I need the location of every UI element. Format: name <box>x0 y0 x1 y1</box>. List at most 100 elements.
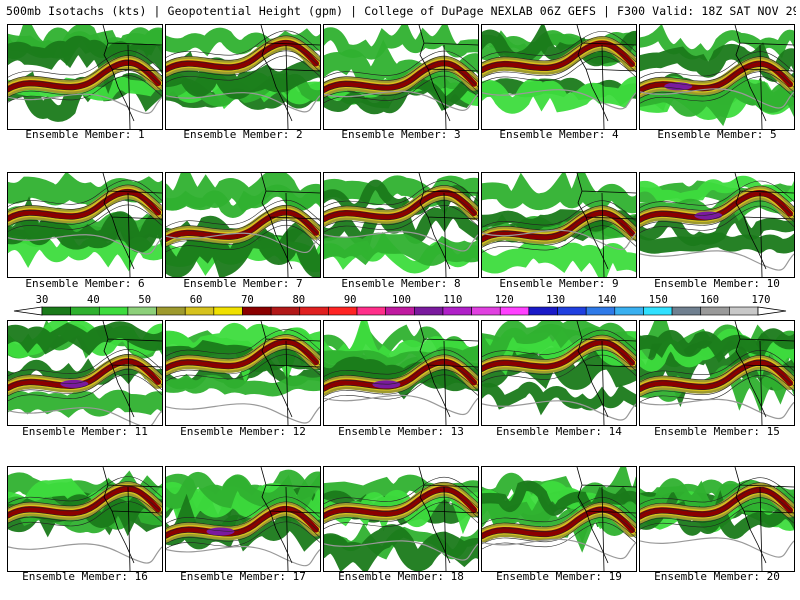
jet-stream-map <box>640 467 794 571</box>
jet-core <box>166 505 319 539</box>
geopotential-contour <box>324 90 478 111</box>
colorbar-tick-label: 100 <box>392 294 411 306</box>
height-contour <box>324 205 478 233</box>
colorbar-swatch <box>385 306 415 316</box>
jet-stream-map <box>640 173 794 277</box>
height-contour <box>640 200 794 228</box>
colorbar-tick-label: 80 <box>292 294 306 306</box>
wind-swath <box>482 321 636 363</box>
height-contour <box>8 496 162 524</box>
height-contour <box>166 204 320 233</box>
height-contour <box>166 329 320 357</box>
jet-stream-map <box>166 467 320 571</box>
colorbar-swatch <box>270 306 301 316</box>
wind-swath <box>166 184 320 218</box>
height-contour <box>324 60 478 88</box>
height-contour <box>640 180 794 208</box>
coastline-borders <box>102 25 162 129</box>
wind-swath <box>482 76 636 114</box>
colorbar-swatch <box>242 306 272 316</box>
jet-stream-map <box>324 173 478 277</box>
geopotential-contour <box>166 232 320 253</box>
height-contour <box>482 41 636 69</box>
wind-swath <box>324 232 478 266</box>
colorbar-swatch <box>671 306 702 316</box>
jet-core <box>640 190 793 223</box>
colorbar-swatch <box>299 306 329 316</box>
ensemble-member-map <box>7 24 163 130</box>
geopotential-contour <box>482 229 636 250</box>
wind-swath <box>166 228 320 277</box>
height-contour <box>8 179 162 207</box>
height-contour <box>640 355 794 383</box>
height-contour <box>8 364 162 392</box>
height-contour <box>324 481 478 510</box>
ensemble-member-map <box>165 466 321 572</box>
ensemble-member-label: Ensemble Member: 14 <box>496 425 622 438</box>
height-contour <box>166 55 320 83</box>
colorbar-tick-label: 150 <box>648 294 668 306</box>
jet-core <box>166 39 319 73</box>
height-contour <box>640 190 794 218</box>
geopotential-contour <box>640 88 794 109</box>
height-contour <box>482 517 636 545</box>
height-contour <box>8 189 162 217</box>
height-contour <box>482 497 636 525</box>
ensemble-member-map <box>165 172 321 278</box>
colorbar-left-arrow <box>13 306 43 316</box>
geopotential-contour <box>324 540 478 561</box>
geopotential-contour <box>166 545 320 567</box>
height-contour <box>482 339 636 367</box>
colorbar-tick-label: 30 <box>35 294 49 306</box>
coastline-borders <box>418 173 478 277</box>
wind-swath <box>8 35 162 94</box>
jet-stream-map <box>482 173 636 277</box>
jet-stream-map <box>482 321 636 425</box>
wind-swath <box>8 389 162 418</box>
height-contour <box>640 76 794 104</box>
height-contour <box>640 71 794 99</box>
height-contour <box>324 50 478 78</box>
jet-stream-map <box>482 25 636 129</box>
colorbar-tick-label: 140 <box>597 294 617 306</box>
jet-core <box>324 486 477 519</box>
height-contour <box>324 349 478 377</box>
ensemble-member-map <box>481 466 637 572</box>
height-contour <box>640 185 794 213</box>
height-contour <box>482 349 636 377</box>
colorbar-right-arrow <box>757 306 787 316</box>
height-contour <box>166 35 320 63</box>
jet-stream-map <box>324 25 478 129</box>
colorbar-swatch <box>156 306 186 316</box>
height-contour <box>324 496 478 525</box>
wind-swath <box>166 482 320 542</box>
jet-core <box>166 338 319 372</box>
height-contour <box>166 40 320 68</box>
jet-core <box>324 189 477 223</box>
geopotential-contour <box>482 400 636 421</box>
jet-stream-map <box>166 25 320 129</box>
height-contour <box>8 55 162 83</box>
jet-stream-map <box>324 321 478 425</box>
jet-stream-map <box>8 173 162 277</box>
height-contour <box>482 502 636 530</box>
ensemble-member-map <box>323 320 479 426</box>
jet-stream-map <box>324 467 478 571</box>
colorbar-tick-label: 60 <box>189 294 203 306</box>
ensemble-member-label: Ensemble Member: 16 <box>22 570 148 583</box>
height-contour <box>166 209 320 238</box>
height-contour <box>482 46 636 74</box>
height-contour <box>640 502 794 530</box>
ensemble-member-label: Ensemble Member: 2 <box>183 128 303 141</box>
height-contour <box>8 75 162 103</box>
height-contour <box>8 374 162 402</box>
jet-stream-map <box>482 467 636 571</box>
height-contour <box>324 369 478 397</box>
geopotential-contour <box>482 538 636 560</box>
wind-swath <box>324 175 478 207</box>
colorbar-tick-label: 160 <box>700 294 720 306</box>
colorbar-swatch <box>729 306 759 316</box>
jet-max <box>206 527 235 536</box>
jet-core <box>640 60 793 94</box>
ensemble-member-label: Ensemble Member: 1 <box>25 128 145 141</box>
